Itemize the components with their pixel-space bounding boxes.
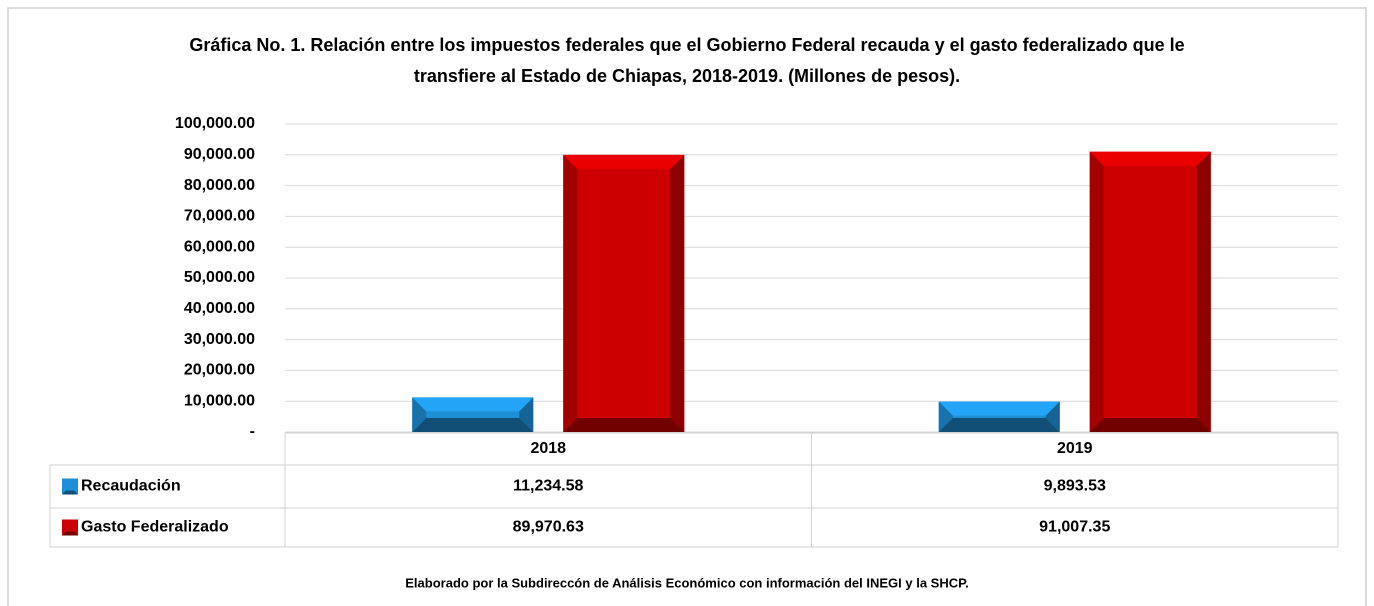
- y-tick-label: -: [250, 423, 255, 440]
- y-tick-label: 80,000.00: [184, 177, 255, 194]
- legend-key-bevel: [62, 531, 78, 536]
- y-tick-label: 10,000.00: [184, 392, 255, 409]
- y-tick-label: 70,000.00: [184, 208, 255, 225]
- bar-bevel: [670, 154, 685, 433]
- bar-bevel: [938, 401, 953, 432]
- note: Elaborado por la Subdireccón de Análisis…: [405, 575, 968, 590]
- table-value: 9,893.53: [1044, 478, 1106, 495]
- bar-bevel: [412, 418, 534, 432]
- y-tick-label: 50,000.00: [184, 269, 255, 286]
- table-value: 11,234.58: [513, 478, 583, 495]
- bar-bevel: [519, 397, 534, 432]
- chart-title: Gráfica No. 1. Relación entre los impues…: [189, 35, 1185, 86]
- x-tick-label: 2018: [530, 440, 566, 457]
- bar-bevel: [938, 401, 1060, 416]
- bar-bevel: [563, 154, 578, 433]
- legend-label: Recaudación: [81, 478, 181, 495]
- bar-bevel: [1089, 151, 1211, 166]
- bar-bevel: [1089, 151, 1104, 432]
- bar-bevel: [1089, 418, 1211, 432]
- bar: [563, 154, 685, 433]
- bar-bevel: [938, 418, 1060, 432]
- bar-bevel: [412, 397, 427, 432]
- bar-bevel: [1045, 401, 1060, 432]
- bar: [1089, 151, 1211, 432]
- table-value: 91,007.35: [1039, 519, 1110, 536]
- bar-bevel: [563, 418, 685, 432]
- bar-bevel: [563, 154, 685, 169]
- y-tick-label: 30,000.00: [184, 331, 255, 348]
- table-value: 89,970.63: [513, 519, 584, 536]
- legend-label: Gasto Federalizado: [81, 519, 229, 536]
- bar-bevel: [412, 397, 534, 412]
- x-tick-label: 2019: [1057, 440, 1093, 457]
- y-tick-label: 40,000.00: [184, 300, 255, 317]
- chart-border: [7, 7, 1367, 606]
- y-tick-label: 20,000.00: [184, 362, 255, 379]
- y-tick-label: 90,000.00: [184, 146, 255, 163]
- y-tick-label: 100,000.00: [175, 115, 255, 132]
- legend-key-bevel: [62, 490, 78, 495]
- y-tick-label: 60,000.00: [184, 238, 255, 255]
- bar-bevel: [1196, 151, 1211, 432]
